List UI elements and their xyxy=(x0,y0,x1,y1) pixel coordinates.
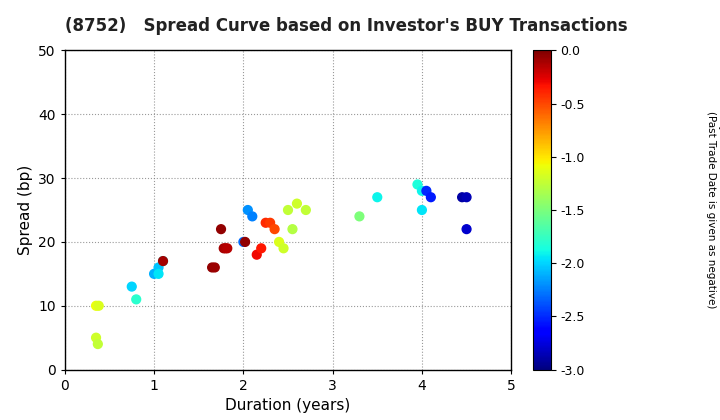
X-axis label: Duration (years): Duration (years) xyxy=(225,398,351,413)
Point xyxy=(246,213,258,220)
Point xyxy=(148,270,160,277)
Point xyxy=(239,239,251,245)
Point xyxy=(264,219,276,226)
Y-axis label: Spread (bp): Spread (bp) xyxy=(17,165,32,255)
Point xyxy=(372,194,383,201)
Point xyxy=(300,207,312,213)
Point xyxy=(92,341,104,347)
Point xyxy=(90,334,102,341)
Point xyxy=(416,207,428,213)
Point xyxy=(218,245,230,252)
Point xyxy=(260,219,271,226)
Point xyxy=(215,226,227,233)
Point xyxy=(90,302,102,309)
Point xyxy=(242,207,253,213)
Point xyxy=(412,181,423,188)
Point xyxy=(461,194,472,201)
Point xyxy=(287,226,298,233)
Point xyxy=(278,245,289,252)
Point xyxy=(256,245,267,252)
Point xyxy=(126,283,138,290)
Point xyxy=(157,258,168,265)
Point xyxy=(93,302,104,309)
Y-axis label: Time in years between 5/9/2025 and Trade Date
(Past Trade Date is given as negat: Time in years between 5/9/2025 and Trade… xyxy=(706,84,720,336)
Point xyxy=(222,245,233,252)
Point xyxy=(282,207,294,213)
Point xyxy=(130,296,142,303)
Point xyxy=(220,245,231,252)
Point xyxy=(153,264,164,271)
Point xyxy=(238,239,249,245)
Point xyxy=(207,264,218,271)
Point xyxy=(354,213,365,220)
Text: (8752)   Spread Curve based on Investor's BUY Transactions: (8752) Spread Curve based on Investor's … xyxy=(65,17,627,35)
Point xyxy=(157,258,168,265)
Point xyxy=(269,226,280,233)
Point xyxy=(416,187,428,194)
Point xyxy=(209,264,220,271)
Point xyxy=(425,194,436,201)
Point xyxy=(153,270,164,277)
Point xyxy=(251,251,263,258)
Point xyxy=(461,226,472,233)
Point xyxy=(274,239,285,245)
Point xyxy=(420,187,432,194)
Point xyxy=(291,200,302,207)
Point xyxy=(456,194,468,201)
